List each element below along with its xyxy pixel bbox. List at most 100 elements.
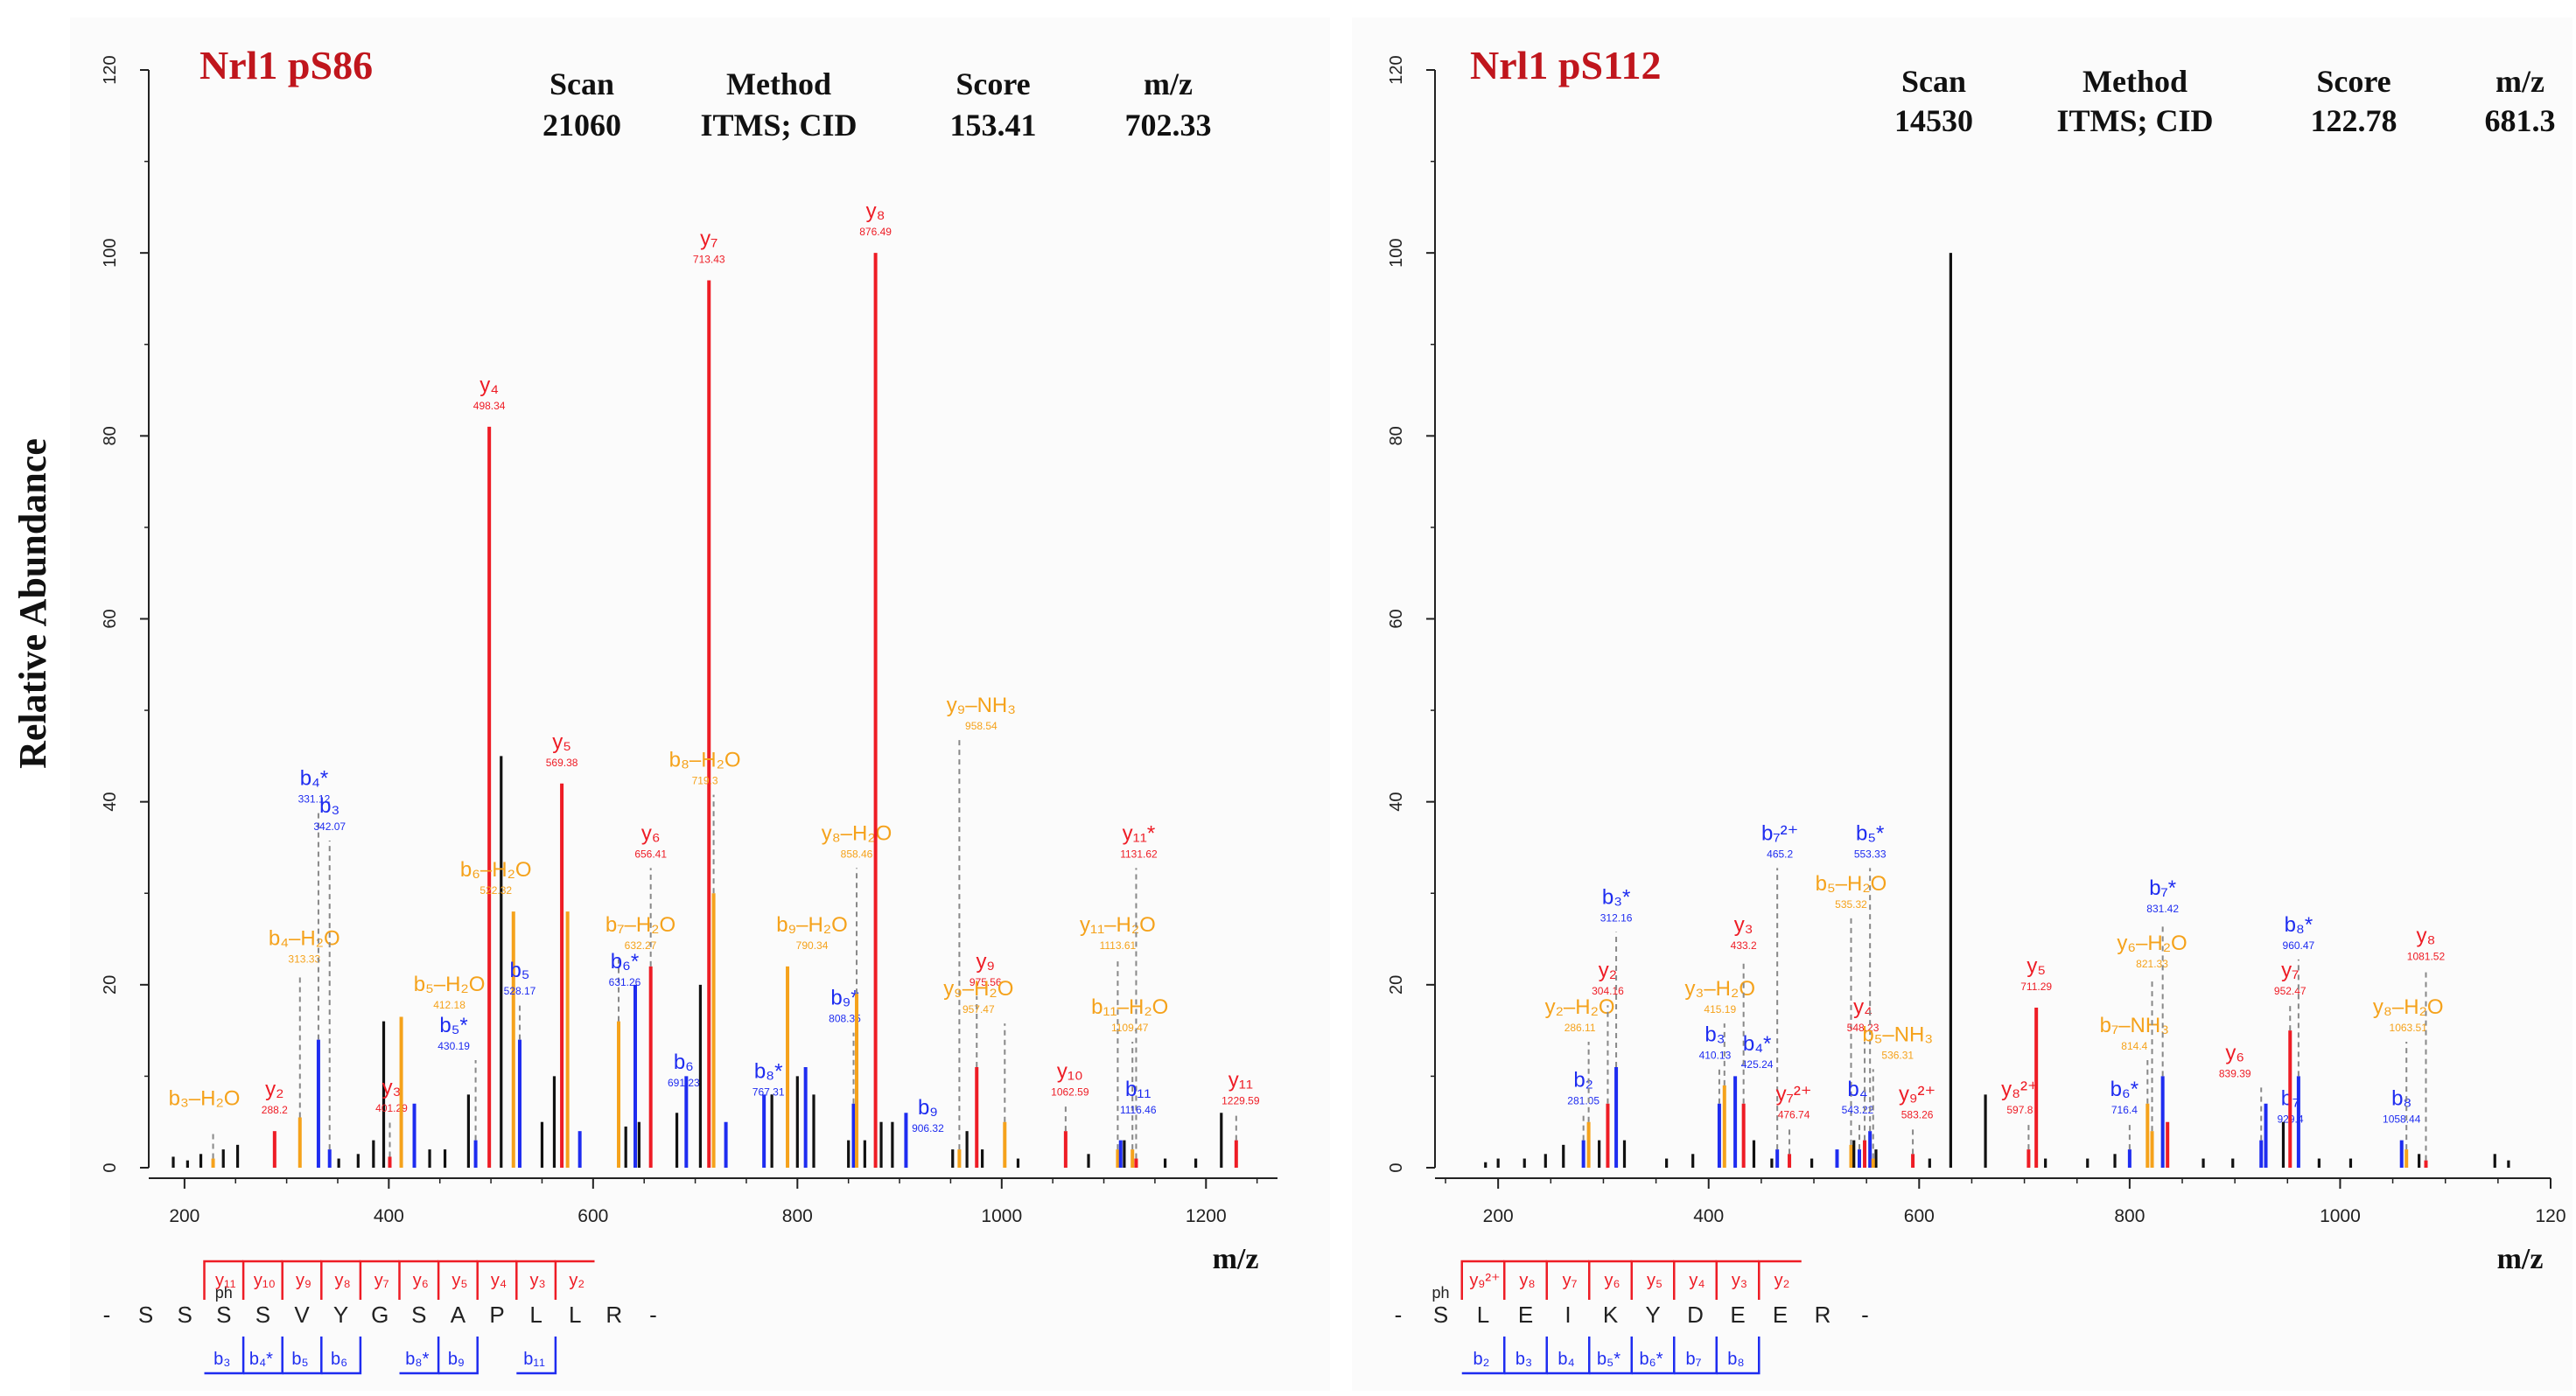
y-ion-bracket [398, 1260, 439, 1300]
peak-mz-label: 281.05 [1567, 1095, 1600, 1107]
b-ion-fragment-label: b₃ [214, 1350, 230, 1369]
b-ion-bracket [321, 1337, 362, 1375]
x-tick-label: 800 [2114, 1206, 2145, 1226]
peak-ion-label: y₉ [976, 950, 996, 974]
peak-ion-label: y₁₁* [1123, 821, 1156, 845]
panel-title: Nrl1 pS112 [1470, 43, 1662, 87]
y-tick-label: 80 [1387, 426, 1406, 445]
peak-ion-label: b₇²⁺ [1761, 821, 1798, 845]
peak-mz-label: 498.34 [473, 400, 506, 412]
peak-mz-label: 767.31 [752, 1085, 785, 1098]
residue: S [256, 1302, 270, 1328]
x-tick-label: 400 [374, 1206, 404, 1226]
peak-mz-label: 719.3 [692, 775, 718, 787]
peak-ion-label: y₃–H₂O [1685, 977, 1755, 1001]
peak-ion-label: y₃ [382, 1076, 402, 1099]
peak-ion-label: y₄ [1853, 995, 1872, 1019]
b-ion-fragment-label: b₈* [405, 1350, 429, 1369]
y-ion-bracket [476, 1260, 517, 1300]
peak-mz-label: 553.33 [1854, 848, 1886, 860]
info-header: m/z [1144, 66, 1193, 101]
peak-mz-label: 288.2 [262, 1104, 288, 1116]
spectrum-panel-pS86: Nrl1 pS86 Scan 21060 Method ITMS; CID Score 15… [101, 43, 1278, 1275]
peak-mz-label: 1058.44 [2383, 1113, 2421, 1126]
peak-mz-label: 425.24 [1741, 1058, 1774, 1071]
peak-ion-label: y₆ [641, 821, 661, 845]
peak-mz-label: 1113.61 [1100, 939, 1137, 952]
peak-ion-label: b₆ [674, 1050, 694, 1074]
residue: A [451, 1302, 466, 1328]
y-ion-fragment-label: y₂ [569, 1271, 584, 1290]
peak-mz-label: 312.16 [1600, 912, 1633, 925]
b-ion-fragment-label: b₅ [291, 1350, 308, 1369]
residue: R [606, 1302, 622, 1328]
peak-ion-label: b₅* [439, 1014, 467, 1037]
peak-ion-label: b₅–H₂O [414, 973, 486, 996]
y-tick-label: 40 [101, 792, 120, 812]
y-ion-bracket [281, 1260, 322, 1300]
x-tick-label: 1200 [1186, 1206, 1227, 1226]
peak-mz-label: 476.74 [1778, 1108, 1810, 1120]
peak-ion-label: b₆* [611, 950, 639, 974]
residue: - [1861, 1302, 1869, 1328]
peak-mz-label: 465.2 [1767, 848, 1793, 860]
y-tick-label: 0 [101, 1162, 120, 1172]
info-header: Method [2082, 64, 2188, 99]
b-ion-bracket [1716, 1337, 1760, 1375]
peak-ion-label: y₈²⁺ [2001, 1078, 2039, 1101]
peak-mz-label: 808.35 [829, 1013, 861, 1025]
peak-mz-label: 410.13 [1699, 1049, 1732, 1061]
peak-ion-label: b₃ [319, 794, 340, 818]
residue: E [1730, 1302, 1745, 1328]
peak-ion-label: y₈–H₂O [822, 821, 892, 845]
peak-ion-label: y₆ [2225, 1041, 2244, 1064]
peak-ion-label: y₂ [265, 1078, 284, 1101]
y-ion-fragment-label: y₄ [1689, 1271, 1704, 1290]
y-tick-label: 20 [1387, 975, 1406, 995]
right-panel-background [1352, 17, 2572, 1391]
peak-ion-label: b₇–NH₃ [2100, 1014, 2169, 1037]
y-ion-fragment-label: y₇ [374, 1271, 389, 1290]
x-tick-label: 800 [782, 1206, 813, 1226]
peak-mz-label: 711.29 [2020, 981, 2052, 993]
peak-ion-label: b₅* [1856, 821, 1884, 845]
x-tick-label: 600 [1904, 1206, 1935, 1226]
phospho-marker: ph [215, 1284, 233, 1302]
peak-mz-label: 415.19 [1704, 1003, 1736, 1016]
peak-mz-label: 876.49 [859, 226, 892, 238]
y-ion-fragment-label: y₅ [1647, 1271, 1662, 1290]
spectrum-panel-pS112: Nrl1 pS112 Scan 14530 Method ITMS; CID Score 1… [1387, 43, 2566, 1275]
b-ion-fragment-label: b₂ [1474, 1350, 1490, 1369]
peak-ion-label: b₆* [2110, 1078, 2138, 1101]
y-ion-fragment-label: y₇ [1563, 1271, 1578, 1290]
residue: V [294, 1302, 310, 1328]
info-value: ITMS; CID [2056, 103, 2213, 138]
peak-mz-label: 906.32 [912, 1122, 944, 1134]
peak-ion-label: y₆–H₂O [2117, 932, 2187, 955]
y-tick-label: 60 [1387, 609, 1406, 628]
peak-ion-label: y₉–NH₃ [947, 694, 1016, 717]
peak-ion-label: b₃* [1602, 886, 1630, 910]
peak-ion-label: y₇²⁺ [1776, 1082, 1812, 1106]
info-value: 681.3 [2485, 103, 2556, 138]
residue: G [371, 1302, 388, 1328]
peak-mz-label: 433.2 [1731, 939, 1757, 952]
peak-mz-label: 412.18 [433, 999, 466, 1011]
peak-ion-label: b₉–H₂O [776, 913, 848, 937]
peak-mz-label: 569.38 [546, 757, 578, 769]
peak-mz-label: 313.33 [288, 953, 320, 966]
peak-ion-label: b₅–NH₃ [1862, 1023, 1933, 1046]
residue: K [1603, 1302, 1619, 1328]
y-tick-label: 60 [101, 609, 120, 628]
residue: L [1477, 1302, 1489, 1328]
peak-ion-label: b₂ [1573, 1069, 1593, 1092]
peak-mz-label: 632.27 [625, 939, 657, 952]
y-ion-bracket [1460, 1260, 1505, 1300]
peak-mz-label: 713.43 [693, 254, 725, 266]
peak-ion-label: y₈–H₂O [2373, 995, 2444, 1019]
info-value: 153.41 [950, 108, 1037, 143]
y-ion-bracket [203, 1260, 244, 1300]
y-ion-fragment-label: y₁₀ [254, 1271, 276, 1290]
